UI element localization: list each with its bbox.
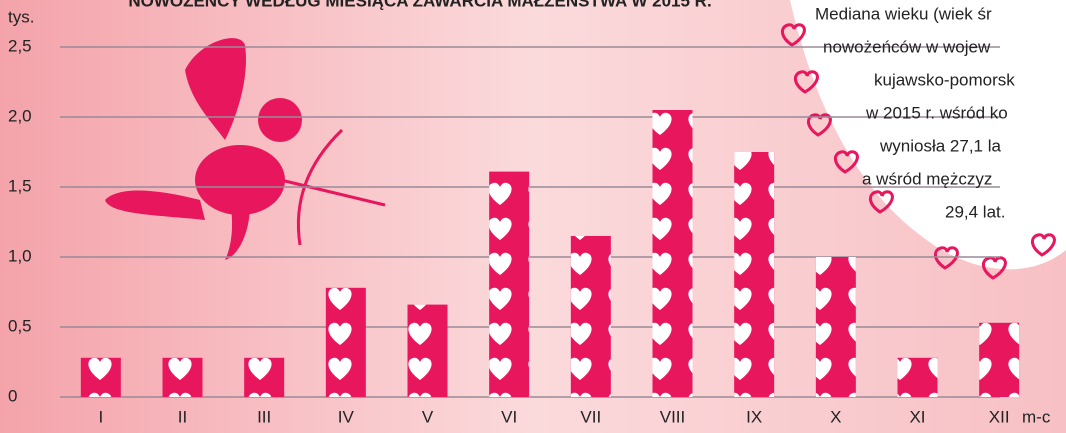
chart: NOWOŻEŃCY WEDŁUG MIESIĄCA ZAWARCIA MAŁŻE…: [0, 0, 1066, 433]
x-tick-label: VIII: [660, 407, 686, 426]
x-tick-label: V: [422, 407, 434, 426]
annotation-line: 29,4 lat.: [945, 202, 1006, 221]
bar: [244, 358, 284, 397]
x-tick-label: IV: [338, 407, 355, 426]
y-tick-label: 2,0: [8, 106, 32, 125]
bar: [653, 110, 693, 397]
x-tick-label: XII: [989, 407, 1010, 426]
y-tick-label: 1,0: [8, 246, 32, 265]
bar: [979, 323, 1019, 397]
x-tick-label: VI: [501, 407, 517, 426]
chart-title: NOWOŻEŃCY WEDŁUG MIESIĄCA ZAWARCIA MAŁŻE…: [128, 0, 711, 10]
x-tick-label: XI: [909, 407, 925, 426]
annotation-line: a wśród mężczyz: [862, 169, 992, 188]
bar: [898, 358, 938, 397]
bar: [81, 358, 121, 397]
y-tick-label: 1,5: [8, 176, 32, 195]
annotation-line: w 2015 r. wśród ko: [865, 103, 1008, 122]
y-tick-label: 2,5: [8, 36, 32, 55]
annotation-line: wyniosła 27,1 la: [879, 136, 1002, 155]
x-tick-label: III: [257, 407, 271, 426]
y-tick-label: 0: [8, 386, 17, 405]
bar: [489, 172, 529, 397]
x-tick-label: II: [178, 407, 187, 426]
annotation-line: nowożeńców w wojew: [823, 37, 991, 56]
annotation-line: kujawsko-pomorsk: [874, 70, 1015, 89]
bar: [408, 305, 448, 397]
y-axis-label: tys.: [8, 7, 34, 26]
x-tick-label: IX: [746, 407, 762, 426]
x-tick-label: I: [98, 407, 103, 426]
bar: [326, 288, 366, 397]
bar: [163, 358, 203, 397]
bar: [816, 257, 856, 397]
y-tick-label: 0,5: [8, 316, 32, 335]
x-tick-label: X: [830, 407, 841, 426]
x-axis-label: m-c: [1022, 407, 1051, 426]
annotation-line: Mediana wieku (wiek śr: [815, 4, 992, 23]
x-tick-label: VII: [580, 407, 601, 426]
bar: [571, 236, 611, 397]
bar: [734, 152, 774, 397]
